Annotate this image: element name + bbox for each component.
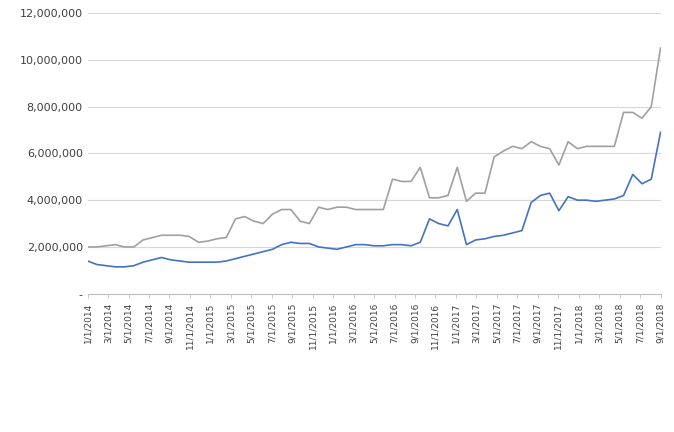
Python Forecast [84,258,92,264]
Python Forecast [647,177,655,182]
Python Forecast [250,251,258,257]
Python Forecast [268,247,276,252]
Python Forecast [656,130,665,135]
Python Forecast [111,264,119,270]
Manual Forecast [259,221,267,226]
Manual Forecast [647,104,655,109]
Python Forecast [361,242,369,247]
Line: Manual Forecast: Manual Forecast [88,48,661,247]
Python Forecast [490,234,498,239]
Manual Forecast [352,207,360,212]
Manual Forecast [84,245,92,250]
Manual Forecast [241,214,249,219]
Manual Forecast [656,45,665,51]
Manual Forecast [370,207,378,212]
Line: Python Forecast: Python Forecast [88,132,661,267]
Python Forecast [379,243,388,248]
Manual Forecast [481,191,489,196]
